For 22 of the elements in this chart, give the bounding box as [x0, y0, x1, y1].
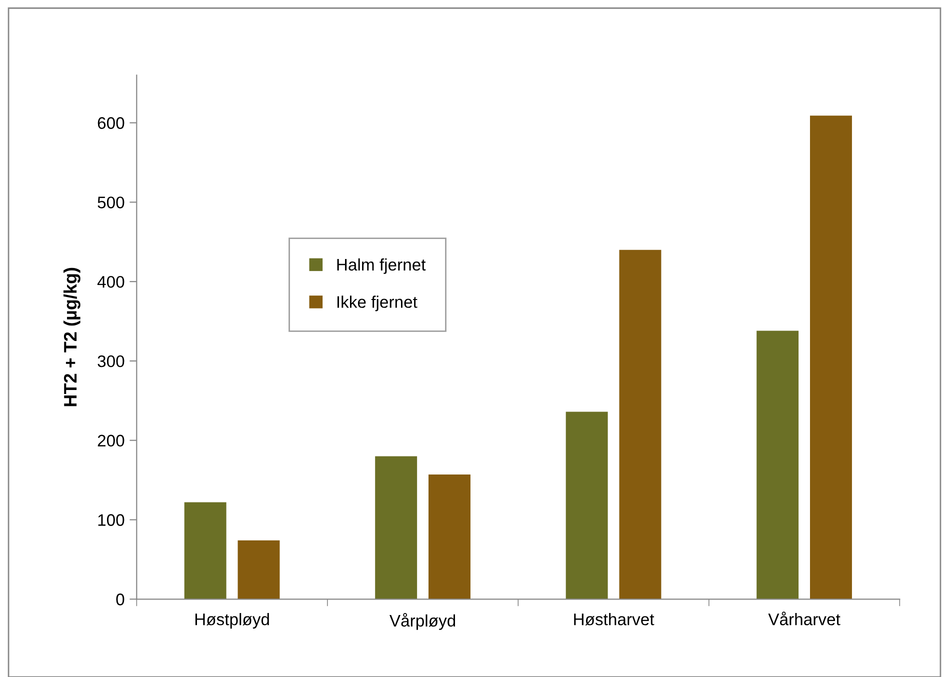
- y-tick-label: 600: [98, 117, 124, 129]
- y-axis-title: HT2 + T2 (µg/kg): [63, 268, 80, 406]
- bar: [428, 474, 470, 600]
- bar: [375, 456, 418, 600]
- x-tick-label: Vårharvet: [768, 612, 840, 626]
- bar: [619, 250, 662, 600]
- y-tick-label: 100: [98, 514, 124, 526]
- bar: [756, 330, 799, 600]
- y-tick-label: 0: [116, 594, 124, 606]
- x-tick-label: Høstpløyd: [195, 613, 269, 629]
- y-tick-label: 500: [98, 196, 124, 208]
- x-tick-label: Høstharvet: [574, 613, 654, 626]
- legend-label: Halm fjernet: [337, 258, 426, 274]
- x-tick-label: Vårpløyd: [390, 613, 456, 630]
- legend-label: Ikke fjernet: [337, 296, 418, 312]
- bar: [810, 116, 852, 600]
- bar: [184, 502, 226, 600]
- y-tick-label: 200: [98, 434, 124, 447]
- y-tick-label: 300: [98, 355, 124, 368]
- bar: [566, 412, 608, 600]
- y-tick-label: 400: [97, 276, 124, 288]
- bar: [238, 540, 280, 600]
